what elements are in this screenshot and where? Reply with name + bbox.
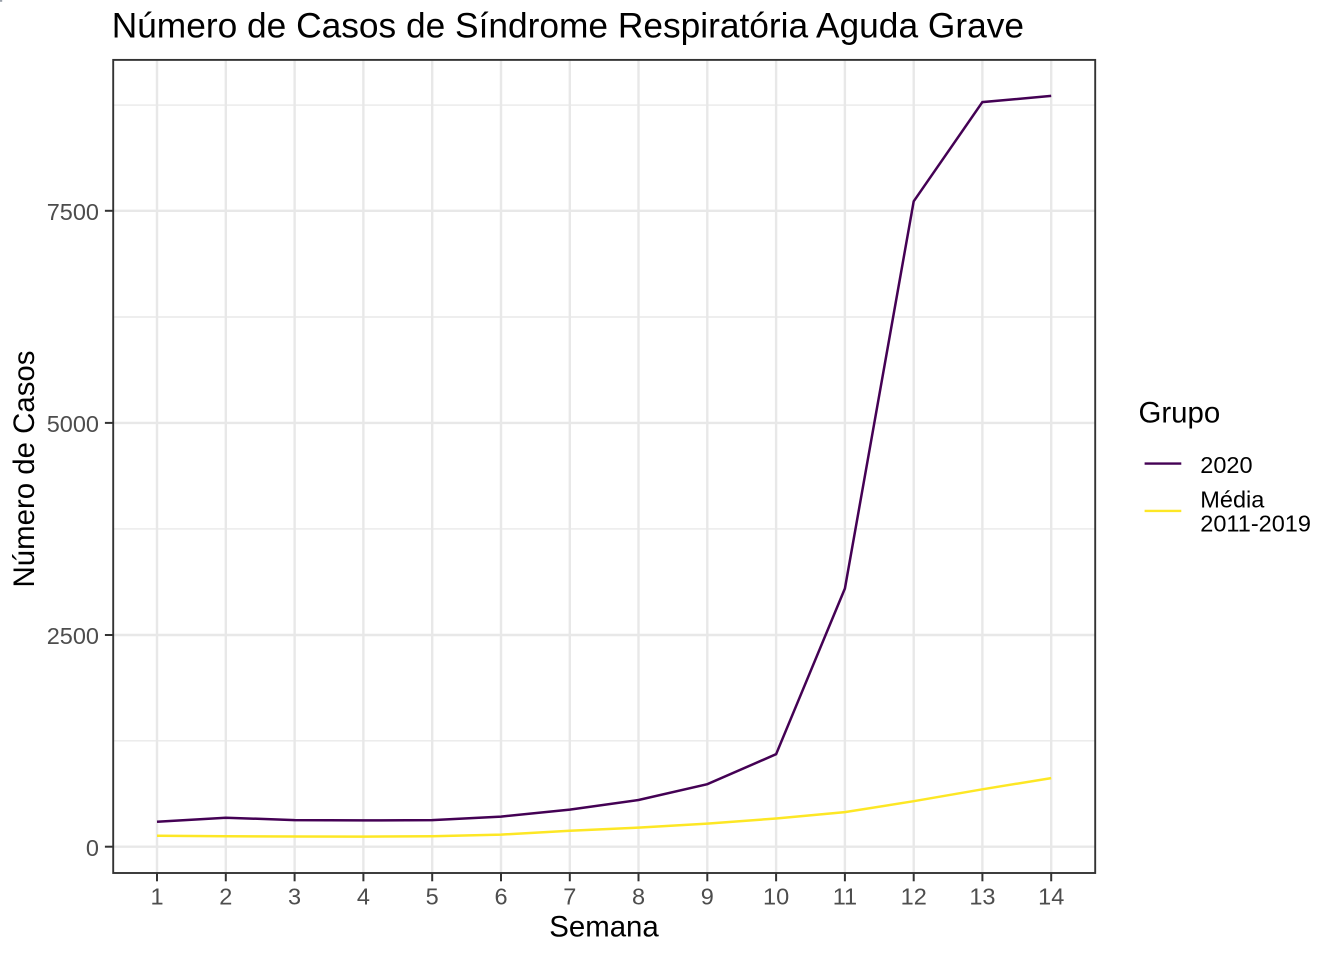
svg-text:0: 0 [86, 835, 99, 861]
svg-text:7500: 7500 [47, 199, 99, 225]
svg-text:11: 11 [833, 884, 857, 910]
svg-text:2020: 2020 [1200, 452, 1252, 478]
svg-text:13: 13 [969, 884, 995, 910]
svg-text:1: 1 [150, 884, 163, 910]
svg-text:Média: Média [1200, 487, 1265, 513]
svg-text:12: 12 [901, 884, 927, 910]
svg-text:Semana: Semana [549, 911, 659, 944]
svg-text:8: 8 [632, 884, 645, 910]
svg-text:14: 14 [1038, 884, 1064, 910]
svg-text:4: 4 [357, 884, 370, 910]
svg-text:10: 10 [763, 884, 789, 910]
svg-text:6: 6 [494, 884, 507, 910]
svg-text:3: 3 [288, 884, 301, 910]
svg-text:9: 9 [701, 884, 714, 910]
svg-text:5000: 5000 [47, 411, 99, 437]
svg-text:Grupo: Grupo [1139, 397, 1221, 430]
svg-text:7: 7 [563, 884, 576, 910]
svg-text:Número de Casos: Número de Casos [8, 351, 41, 588]
svg-text:5: 5 [426, 884, 439, 910]
svg-text:2011-2019: 2011-2019 [1200, 510, 1311, 536]
svg-text:2: 2 [219, 884, 232, 910]
svg-text:2500: 2500 [47, 623, 99, 649]
svg-text:Número de Casos de Síndrome Re: Número de Casos de Síndrome Respiratória… [112, 7, 1024, 46]
